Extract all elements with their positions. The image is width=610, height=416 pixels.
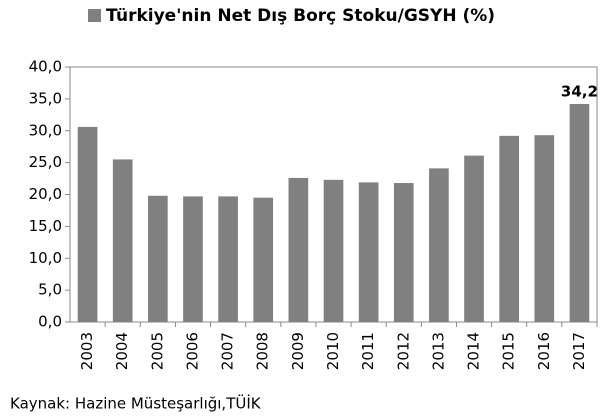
x-tick-label: 2016 xyxy=(535,332,553,370)
bar xyxy=(147,195,168,322)
data-label: 34,2 xyxy=(561,82,598,100)
bar xyxy=(569,103,590,322)
bar xyxy=(358,182,379,322)
x-tick-label: 2015 xyxy=(500,332,518,370)
x-tick-label: 2005 xyxy=(148,332,166,370)
bar xyxy=(499,135,520,322)
bar xyxy=(183,196,203,322)
x-tick-label: 2010 xyxy=(324,332,342,370)
bar xyxy=(534,135,555,322)
bar xyxy=(218,196,238,322)
y-tick-label: 5,0 xyxy=(38,281,62,299)
bar xyxy=(253,197,274,322)
bar xyxy=(464,155,484,322)
x-tick-label: 2003 xyxy=(78,332,96,370)
x-tick-label: 2011 xyxy=(359,332,377,370)
bar xyxy=(323,179,344,322)
bar xyxy=(77,126,98,322)
y-tick-label: 10,0 xyxy=(29,249,62,267)
y-tick-label: 15,0 xyxy=(29,217,62,235)
bar xyxy=(393,183,414,322)
y-tick-label: 20,0 xyxy=(29,185,62,203)
bar xyxy=(429,168,449,322)
x-tick-label: 2007 xyxy=(219,332,237,370)
x-tick-label: 2008 xyxy=(254,332,272,370)
x-tick-label: 2013 xyxy=(429,332,447,370)
source: Kaynak: Hazine Müsteşarlığı,TÜİK xyxy=(10,394,262,413)
bar xyxy=(112,159,133,322)
y-tick-label: 25,0 xyxy=(29,153,62,171)
x-tick-label: 2009 xyxy=(289,332,307,370)
x-tick-label: 2017 xyxy=(570,332,588,370)
x-tick-label: 2004 xyxy=(113,332,131,370)
bar xyxy=(288,177,309,322)
legend-swatch xyxy=(88,9,101,22)
x-tick-label: 2012 xyxy=(394,332,412,370)
y-tick-label: 0,0 xyxy=(38,313,62,331)
y-tick-label: 30,0 xyxy=(29,121,62,139)
y-tick-label: 35,0 xyxy=(29,89,62,107)
legend-label: Türkiye'nin Net Dış Borç Stoku/GSYH (%) xyxy=(106,6,495,26)
x-tick-label: 2014 xyxy=(465,332,483,370)
x-tick-label: 2006 xyxy=(183,332,201,370)
y-tick-label: 40,0 xyxy=(29,58,62,76)
